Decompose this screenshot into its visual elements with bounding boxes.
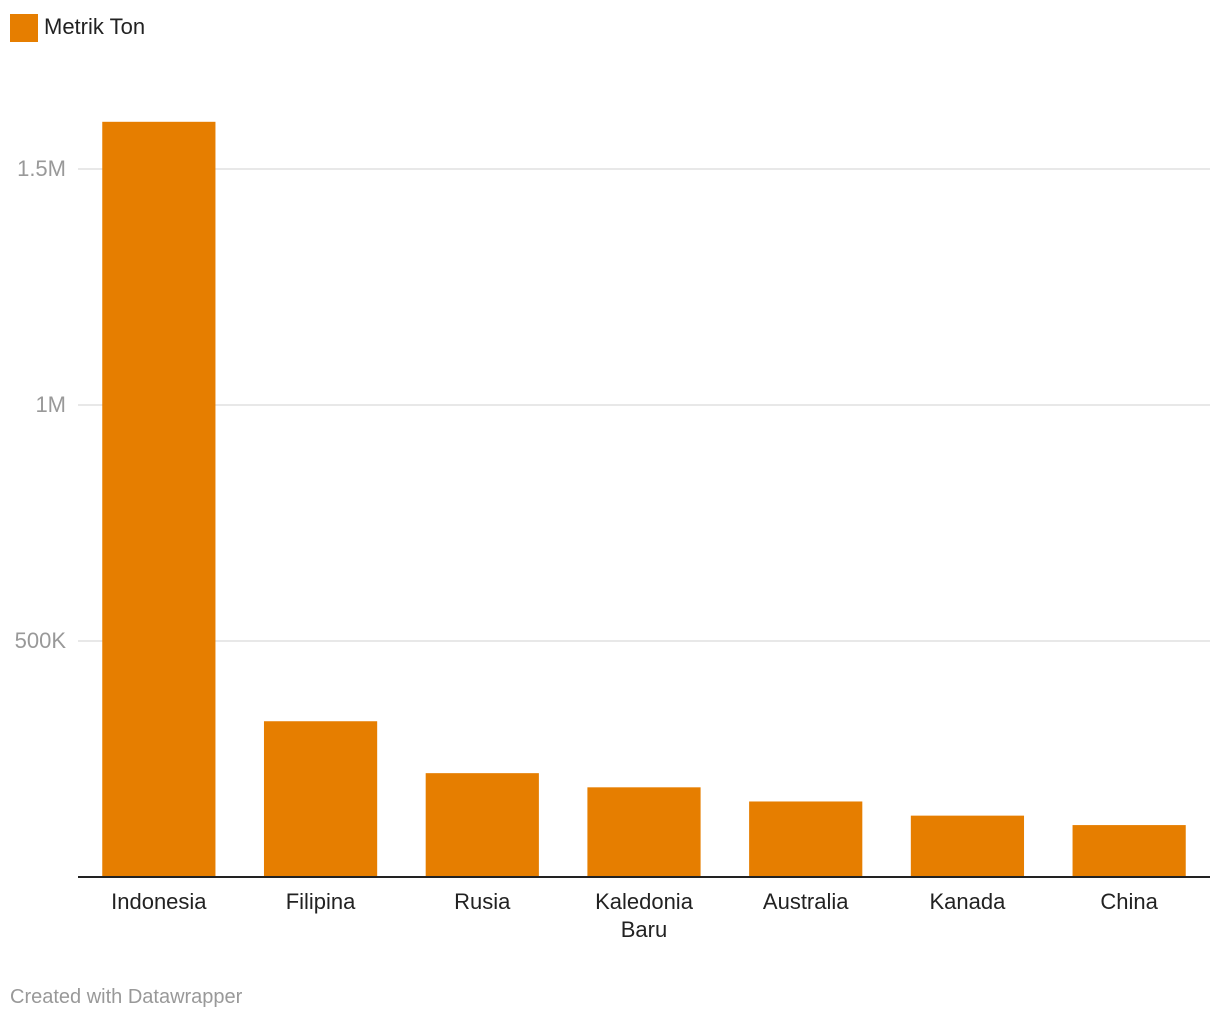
y-tick-label: 1.5M [17, 156, 66, 181]
x-tick-label: Rusia [454, 889, 511, 914]
y-tick-label: 1M [35, 392, 66, 417]
x-tick-label: Indonesia [111, 889, 207, 914]
x-tick-label: Kanada [929, 889, 1006, 914]
bar [910, 815, 1025, 877]
bar [587, 787, 701, 877]
credit: Created with Datawrapper [10, 986, 243, 1008]
x-tick-label: Australia [762, 889, 849, 914]
legend-swatch [10, 14, 38, 42]
x-tick-label: China [1100, 889, 1158, 914]
bar [1072, 825, 1186, 877]
y-tick-label: 500K [14, 628, 66, 653]
bar [102, 121, 216, 878]
x-tick-label: Kaledonia Baru [595, 889, 693, 942]
bar [263, 721, 378, 877]
bar [749, 801, 863, 877]
x-tick-label: Filipina [285, 889, 356, 914]
bar [425, 773, 539, 877]
legend-label: Metrik Ton [44, 14, 146, 39]
